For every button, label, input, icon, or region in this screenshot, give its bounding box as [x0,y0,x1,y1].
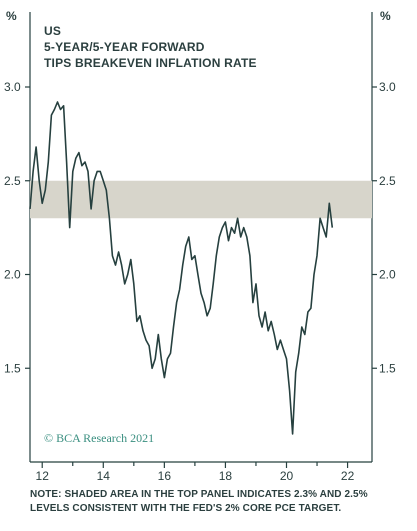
y-tick-label-right: 2.0 [379,268,396,282]
x-tick-label: 14 [97,469,111,483]
y-axis-left-unit: % [6,9,17,23]
x-tick-label: 22 [341,469,355,483]
footnote-line-1: NOTE: SHADED AREA IN THE TOP PANEL INDIC… [30,489,368,500]
shaded-target-band [30,180,372,219]
footnote-line-2: LEVELS CONSISTENT WITH THE FED'S 2% CORE… [30,503,342,514]
x-tick-label: 16 [158,469,172,483]
y-tick-label-left: 3.0 [4,80,21,94]
y-tick-label-right: 2.5 [379,174,396,188]
copyright-label: © BCA Research 2021 [44,431,154,445]
footnote: NOTE: SHADED AREA IN THE TOP PANEL INDIC… [30,488,400,516]
x-tick-label: 20 [280,469,294,483]
y-tick-label-left: 1.5 [4,361,21,375]
y-tick-label-right: 3.0 [379,80,396,94]
chart-title-line-3: TIPS BREAKEVEN INFLATION RATE [44,56,257,70]
x-tick-label: 18 [219,469,233,483]
x-tick-label: 12 [36,469,50,483]
y-axis-right-unit: % [380,9,391,23]
chart-title-line-2: 5-YEAR/5-YEAR FORWARD [44,40,205,54]
chart-title-line-1: US [44,24,61,38]
y-tick-label-left: 2.5 [4,174,21,188]
y-tick-label-left: 2.0 [4,268,21,282]
y-tick-label-right: 1.5 [379,361,396,375]
series-line-breakeven [29,101,334,435]
